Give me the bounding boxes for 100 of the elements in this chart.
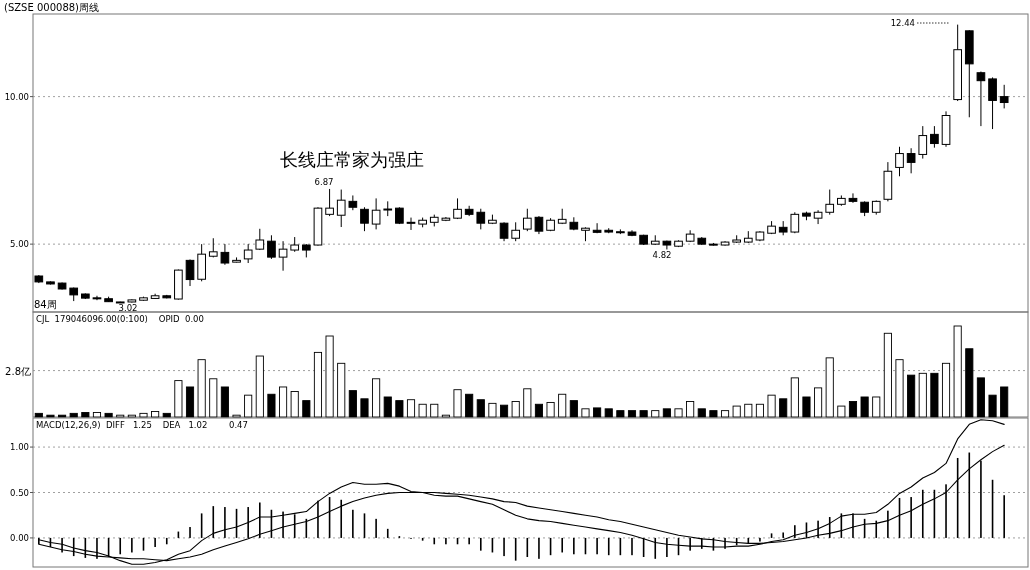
- bar: [860, 396, 869, 418]
- bar: [558, 393, 567, 418]
- bar: [814, 387, 823, 418]
- bar: [872, 396, 881, 418]
- bar: [790, 377, 799, 418]
- bar: [430, 403, 439, 418]
- bar: [674, 408, 683, 418]
- bar: [267, 393, 276, 418]
- bar: [825, 357, 834, 418]
- bar: [639, 410, 648, 418]
- bar: [348, 390, 357, 418]
- candlestick: [825, 189, 835, 216]
- bar: [616, 410, 625, 418]
- bar: [1000, 386, 1009, 418]
- chart-title: MACD(12,26,9) DIFF 1.25 DEA 1.02 0.47: [36, 420, 248, 430]
- candlestick: [592, 222, 602, 234]
- annotation: 12.44: [890, 18, 915, 28]
- candlestick: [813, 209, 823, 225]
- bar: [709, 410, 718, 418]
- candlestick: [348, 194, 358, 211]
- bar: [534, 403, 543, 418]
- bar: [488, 402, 497, 418]
- bar: [325, 335, 334, 418]
- bar: [581, 408, 590, 418]
- bar: [290, 391, 299, 418]
- y-tick-label: 10.00: [4, 91, 29, 102]
- bar: [220, 386, 229, 418]
- candlestick: [918, 125, 928, 160]
- bar: [476, 399, 485, 418]
- bar: [918, 372, 927, 418]
- bar: [895, 359, 904, 418]
- bar: [209, 378, 218, 418]
- chart-title: (SZSE 000088)周线: [4, 2, 100, 13]
- bar: [627, 410, 637, 418]
- candlestick: [511, 221, 521, 242]
- bar: [92, 412, 102, 418]
- bar: [941, 362, 951, 418]
- bar: [569, 400, 578, 418]
- candlestick: [976, 71, 986, 127]
- bar: [279, 386, 288, 418]
- candlestick: [848, 192, 858, 204]
- bar: [185, 386, 195, 418]
- candlestick: [999, 84, 1009, 109]
- bar: [337, 362, 346, 418]
- annotation: 84周: [34, 299, 57, 310]
- candlestick: [499, 221, 509, 242]
- bar: [69, 412, 78, 418]
- y-tick-label: 1.00: [10, 442, 29, 453]
- chart-title: CJL 179046096.00(0:100) OPID 0.00: [36, 314, 204, 324]
- candlestick: [371, 197, 381, 230]
- bar: [744, 403, 753, 418]
- bar: [779, 398, 788, 418]
- bar: [732, 405, 741, 418]
- bar: [395, 400, 404, 418]
- bar: [965, 348, 974, 418]
- bar: [81, 412, 90, 418]
- bar: [465, 393, 474, 418]
- candlestick: [220, 243, 230, 266]
- bar: [360, 398, 369, 418]
- annotation: 长线庄常家为强庄: [280, 149, 424, 170]
- bar: [372, 378, 381, 418]
- bar: [697, 408, 706, 418]
- candlestick: [522, 208, 532, 232]
- bar: [302, 400, 311, 418]
- bar: [104, 412, 113, 418]
- ref-line-label: 2.8亿: [5, 365, 31, 377]
- line-series: [38, 419, 1005, 565]
- candlestick: [930, 125, 939, 149]
- bar: [523, 388, 532, 418]
- bar: [255, 355, 264, 418]
- y-tick-label: 5.00: [10, 239, 29, 250]
- bar: [511, 401, 520, 418]
- candlestick: [325, 188, 334, 217]
- candlestick: [185, 258, 195, 287]
- bar: [593, 407, 602, 418]
- bar: [953, 325, 962, 418]
- bar: [651, 410, 660, 418]
- candlestick: [476, 208, 486, 230]
- y-tick-label: 0.00: [10, 532, 29, 543]
- bar: [907, 374, 916, 418]
- bar: [976, 377, 985, 418]
- bar: [755, 403, 764, 418]
- bar: [197, 359, 206, 418]
- candlestick: [92, 295, 102, 301]
- candlestick: [906, 147, 916, 174]
- candlestick: [278, 240, 288, 272]
- y-tick-label: 0.50: [10, 487, 29, 498]
- candlestick: [243, 243, 253, 264]
- bar: [244, 394, 253, 418]
- bar: [174, 380, 183, 418]
- bar: [930, 372, 939, 418]
- bar: [802, 396, 811, 418]
- annotation: 4.82: [652, 250, 672, 260]
- bar: [848, 401, 858, 418]
- bar: [604, 408, 613, 418]
- bar: [500, 404, 509, 418]
- bar: [662, 408, 671, 418]
- annotation: 3.02: [118, 303, 138, 313]
- bar: [883, 332, 892, 418]
- candlestick: [988, 76, 997, 130]
